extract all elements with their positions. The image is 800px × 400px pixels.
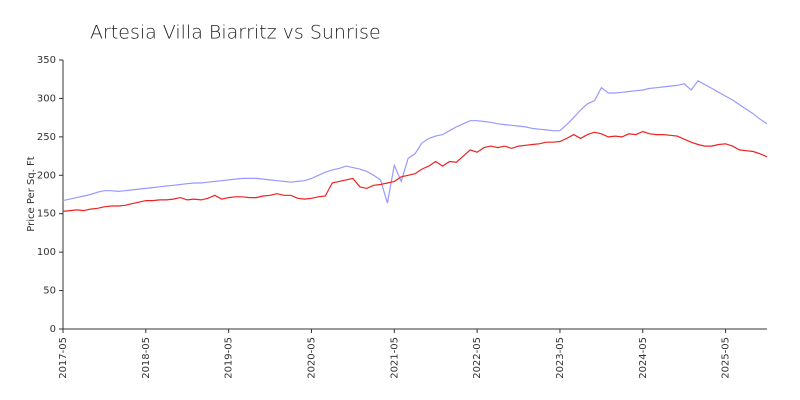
series-line bbox=[62, 130, 768, 212]
y-tick-label: 150 bbox=[37, 209, 56, 220]
x-tick-label: 2020-05 bbox=[306, 337, 317, 379]
x-tick-label: 2018-05 bbox=[141, 337, 152, 379]
chart-title: Artesia Villa Biarritz vs Sunrise bbox=[90, 22, 381, 44]
x-tick-label: 2019-05 bbox=[224, 337, 235, 379]
y-axis-label: Price Per Sq. Ft bbox=[26, 156, 37, 231]
y-tick-label: 100 bbox=[37, 247, 56, 258]
x-tick-label: 2024-05 bbox=[638, 337, 649, 379]
y-tick-label: 0 bbox=[50, 324, 56, 335]
x-tick-label: 2017-05 bbox=[58, 337, 69, 379]
y-tick-label: 250 bbox=[37, 132, 56, 143]
x-tick-label: 2023-05 bbox=[555, 337, 566, 379]
y-tick-label: 50 bbox=[43, 286, 56, 297]
x-tick-label: 2022-05 bbox=[472, 337, 483, 379]
y-tick-label: 200 bbox=[37, 170, 56, 181]
x-tick-label: 2021-05 bbox=[389, 337, 400, 379]
series-line bbox=[62, 80, 768, 204]
x-tick-label: 2025-05 bbox=[721, 337, 732, 379]
y-tick-label: 300 bbox=[37, 93, 56, 104]
y-tick-label: 350 bbox=[37, 55, 56, 66]
